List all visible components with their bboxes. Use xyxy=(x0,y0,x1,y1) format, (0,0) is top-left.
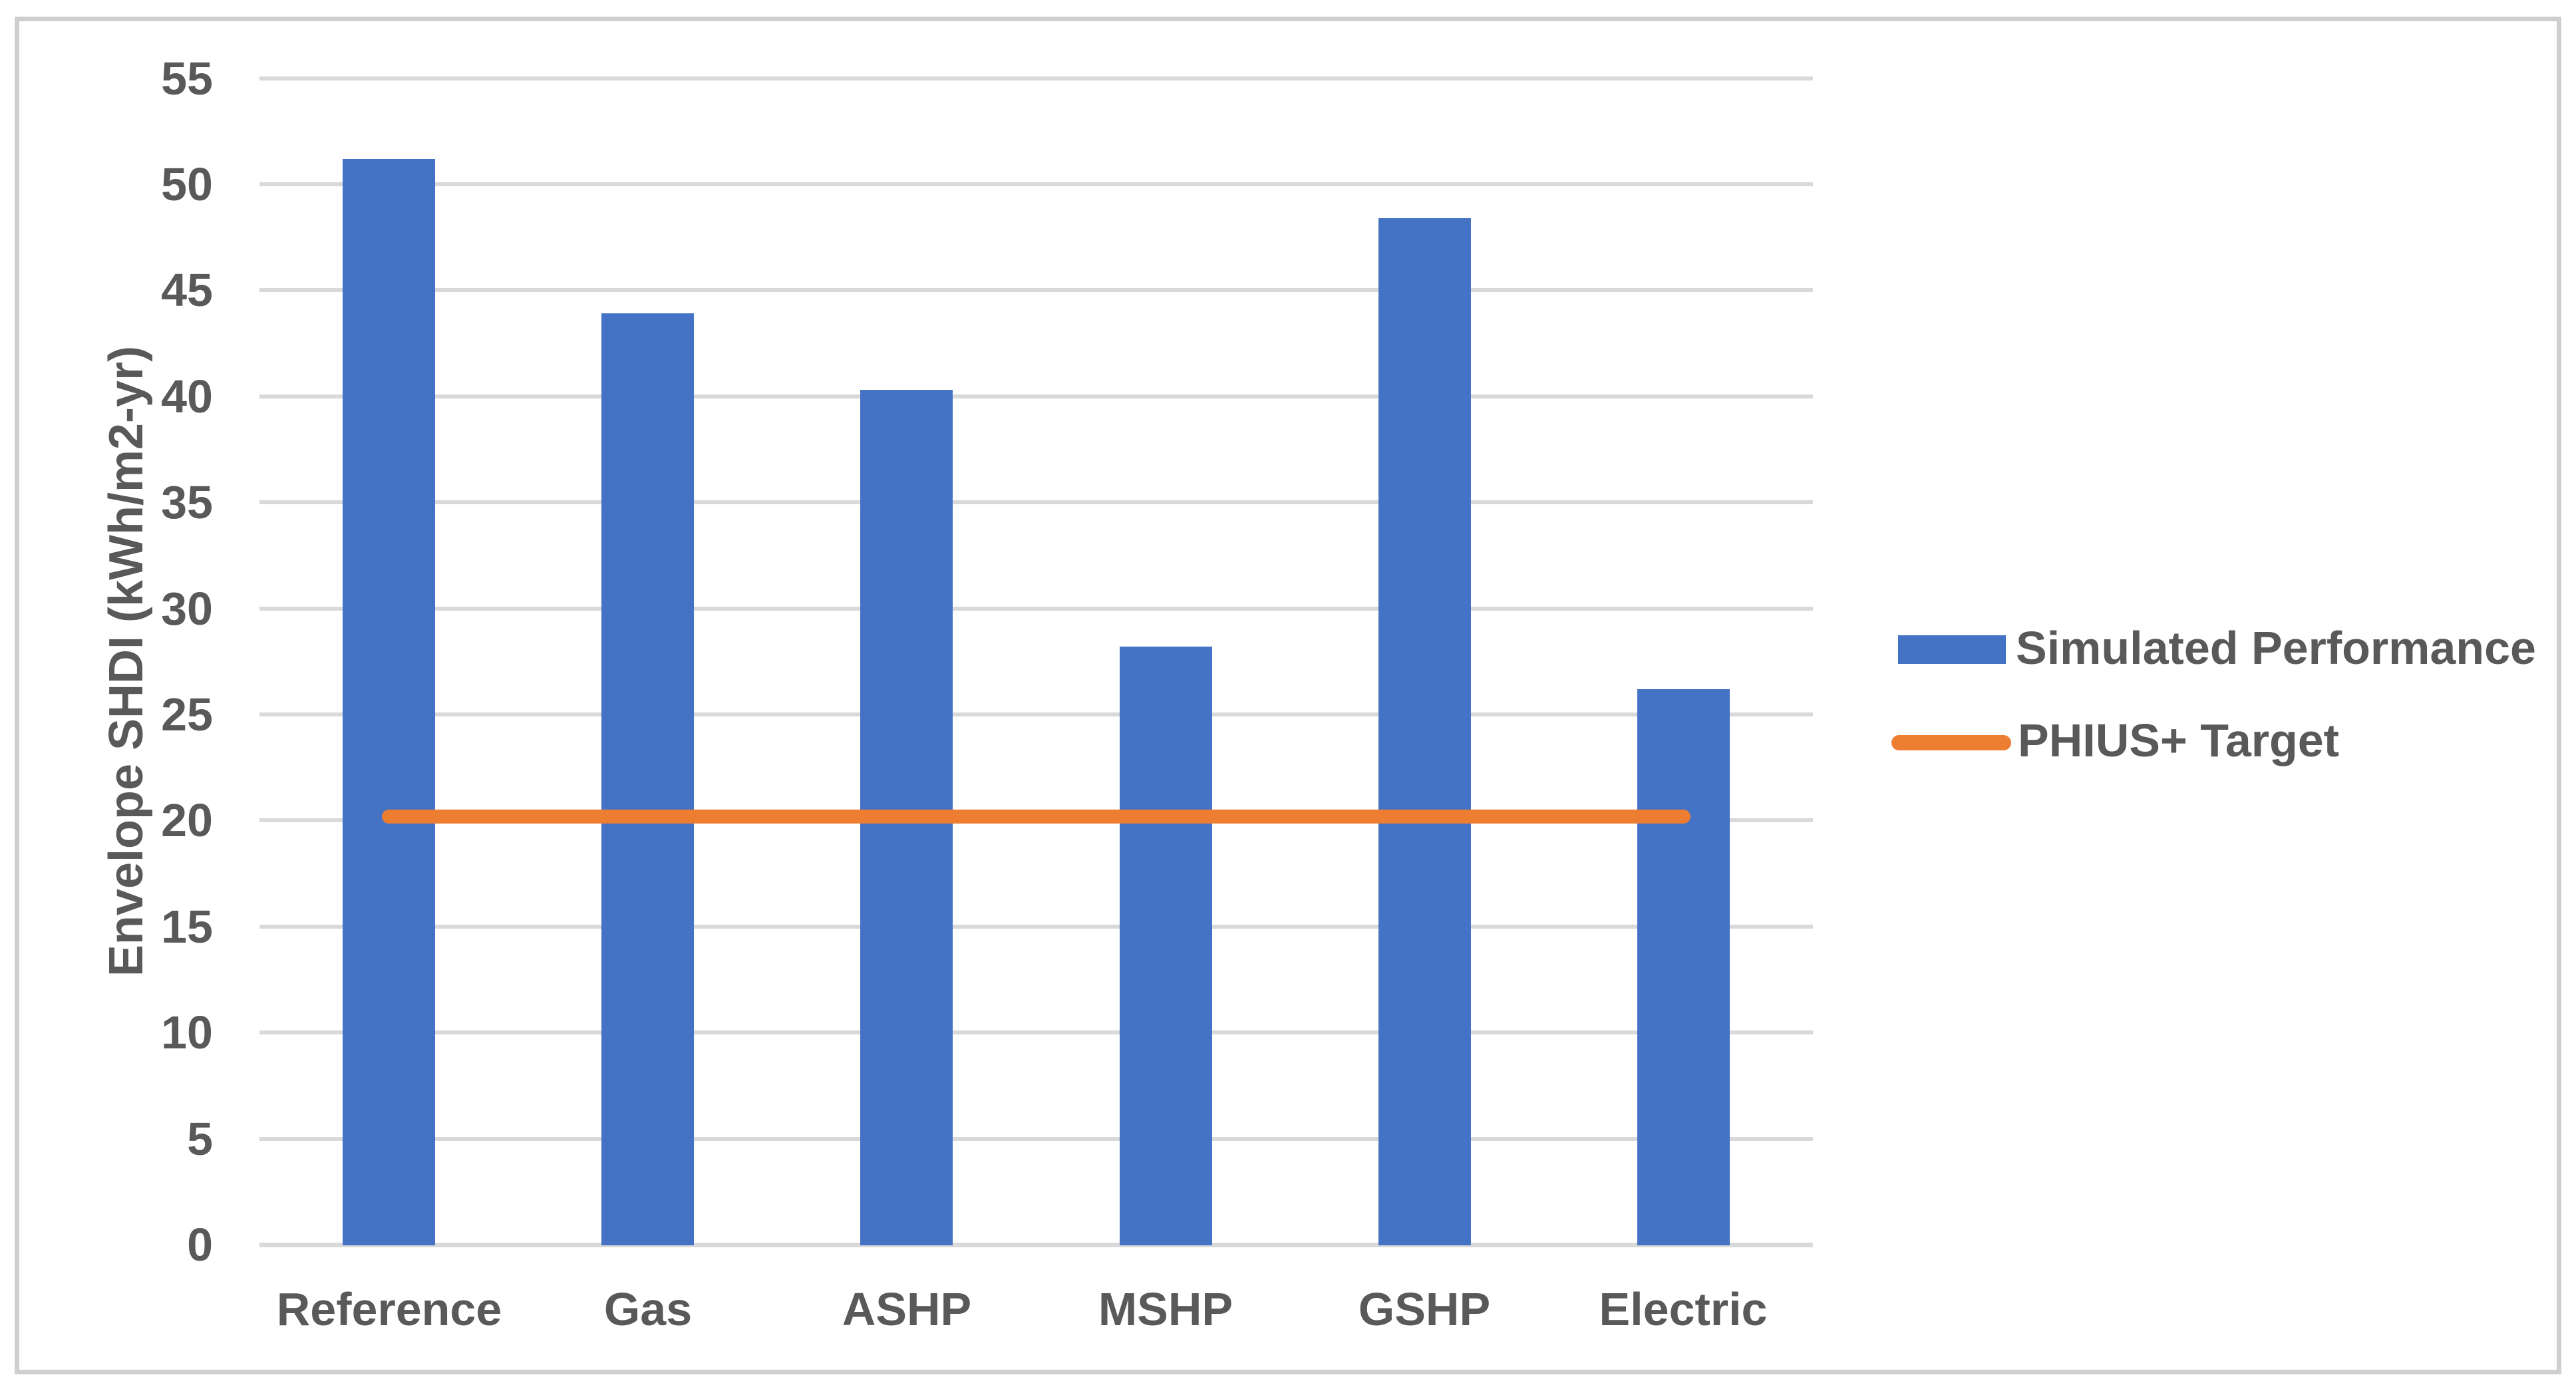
bar-gshp xyxy=(1378,218,1471,1245)
y-tick-label: 15 xyxy=(161,901,213,953)
category-label-gshp: GSHP xyxy=(1358,1283,1491,1335)
y-tick-label: 30 xyxy=(161,583,213,635)
gridline xyxy=(259,500,1813,504)
legend-label-phius-target: PHIUS+ Target xyxy=(2018,714,2339,766)
y-tick-label: 0 xyxy=(187,1219,213,1271)
y-tick-label: 10 xyxy=(161,1006,213,1058)
gridline xyxy=(259,1137,1813,1141)
gridline xyxy=(259,77,1813,80)
y-tick-label: 5 xyxy=(187,1113,213,1165)
gridline xyxy=(259,925,1813,929)
x-axis-line xyxy=(259,1243,1813,1247)
gridline xyxy=(259,288,1813,292)
bar-electric xyxy=(1637,689,1730,1245)
y-tick-label: 45 xyxy=(161,264,213,316)
bar-mshp xyxy=(1120,647,1212,1245)
y-tick-label: 50 xyxy=(161,158,213,210)
gridline xyxy=(259,394,1813,398)
y-tick-label: 25 xyxy=(161,689,213,740)
legend-label-simulated-performance: Simulated Performance xyxy=(2016,622,2536,674)
bar-reference xyxy=(343,159,435,1245)
legend-swatch-bar-icon xyxy=(1898,635,2006,664)
y-tick-label: 55 xyxy=(161,53,213,104)
legend-swatch-line-icon xyxy=(1891,735,2011,750)
category-label-ashp: ASHP xyxy=(842,1283,972,1335)
gridline xyxy=(259,607,1813,611)
category-label-reference: Reference xyxy=(276,1283,502,1335)
y-tick-label: 40 xyxy=(161,371,213,422)
target-line xyxy=(382,810,1690,824)
y-tick-label: 35 xyxy=(161,476,213,528)
category-label-electric: Electric xyxy=(1599,1283,1768,1335)
gridline xyxy=(259,712,1813,716)
category-label-mshp: MSHP xyxy=(1098,1283,1233,1335)
bar-gas xyxy=(601,313,694,1245)
category-label-gas: Gas xyxy=(603,1283,693,1335)
gridline xyxy=(259,1030,1813,1034)
chart-border xyxy=(15,17,2561,1374)
gridline xyxy=(259,182,1813,186)
y-tick-label: 20 xyxy=(161,794,213,846)
